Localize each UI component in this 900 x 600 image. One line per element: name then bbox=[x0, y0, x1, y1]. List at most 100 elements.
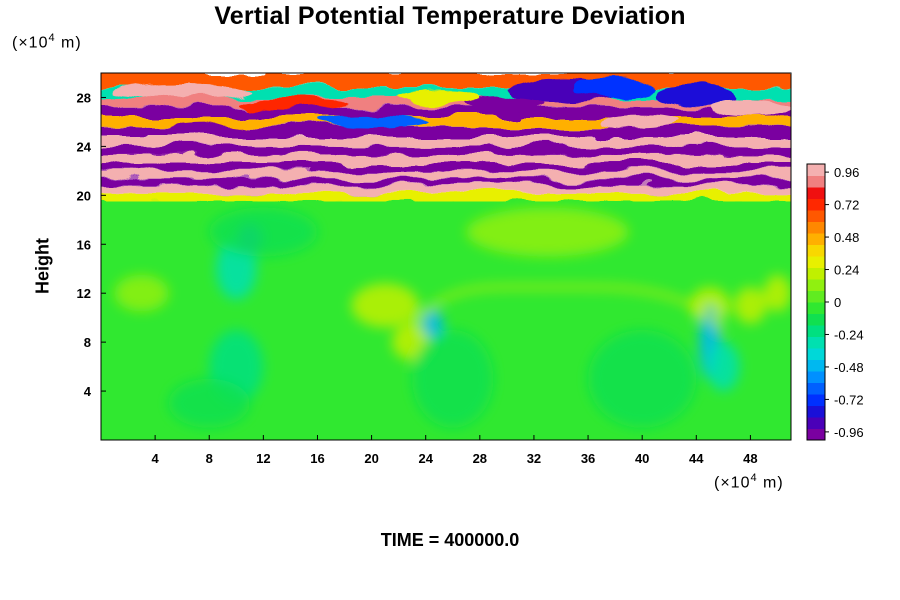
layer-band bbox=[101, 126, 791, 137]
y-tick-label: 20 bbox=[77, 188, 91, 203]
colorbar-swatch bbox=[807, 267, 825, 280]
colorbar-label: -0.72 bbox=[834, 392, 864, 407]
colorbar-swatch bbox=[807, 325, 825, 337]
colorbar-swatch bbox=[807, 164, 825, 176]
layer-patch bbox=[398, 90, 480, 105]
colorbar-swatch bbox=[807, 359, 825, 372]
layer-band bbox=[101, 178, 791, 185]
layer-patch bbox=[317, 115, 426, 129]
colorbar-swatch bbox=[807, 244, 825, 257]
colorbar-label: 0.48 bbox=[834, 230, 859, 245]
colorbar-swatch bbox=[807, 198, 825, 211]
x-tick-label: 32 bbox=[527, 451, 541, 466]
x-tick-label: 8 bbox=[206, 451, 213, 466]
layer-band bbox=[101, 184, 791, 193]
layer-band bbox=[101, 163, 791, 171]
colorbar-swatch bbox=[807, 210, 825, 222]
x-unit-exponent: 4 bbox=[750, 472, 758, 484]
colorbar-label: -0.24 bbox=[834, 327, 864, 342]
y-tick-label: 16 bbox=[77, 237, 91, 252]
y-axis-ticks: 4 8 12 16 20 24 28 bbox=[77, 90, 106, 399]
y-tick-label: 24 bbox=[77, 139, 92, 154]
layer-band bbox=[101, 117, 791, 127]
field-blob bbox=[689, 287, 731, 324]
colorbar-swatch bbox=[807, 313, 825, 326]
field-blob bbox=[168, 378, 250, 428]
x-tick-label: 36 bbox=[581, 451, 595, 466]
x-tick-label: 16 bbox=[310, 451, 324, 466]
field-blob bbox=[412, 329, 494, 428]
plot-frame bbox=[100, 72, 792, 441]
field-blob bbox=[734, 287, 767, 324]
colorbar-swatch bbox=[807, 187, 825, 199]
colorbar: 0.96 0.72 0.48 0.24 0 -0.24 -0.48 -0.72 -0.96 bbox=[806, 163, 864, 441]
field-blob bbox=[763, 274, 791, 312]
y-tick-label: 8 bbox=[84, 335, 91, 350]
y-tick-label: 28 bbox=[77, 90, 91, 105]
y-axis-unit: (×104 m) bbox=[12, 32, 82, 52]
layer-patch bbox=[709, 97, 791, 118]
layer-patch bbox=[114, 84, 250, 99]
y-unit-prefix: (×10 bbox=[12, 34, 49, 52]
layer-patch bbox=[466, 96, 548, 111]
field-blob bbox=[209, 207, 318, 257]
field-blob bbox=[707, 342, 740, 392]
x-tick-label: 20 bbox=[364, 451, 378, 466]
arch-front bbox=[396, 284, 726, 344]
x-tick-label: 28 bbox=[473, 451, 487, 466]
x-tick-label: 48 bbox=[743, 451, 757, 466]
colorbar-swatch bbox=[807, 256, 825, 268]
y-unit-suffix: m) bbox=[55, 34, 82, 52]
colorbar-swatch bbox=[807, 336, 825, 349]
upper-layers bbox=[101, 73, 791, 202]
colorbar-swatch bbox=[807, 302, 825, 314]
layer-patch bbox=[601, 114, 683, 130]
x-tick-label: 40 bbox=[635, 451, 649, 466]
y-tick-label: 12 bbox=[77, 286, 91, 301]
heatmap-field bbox=[101, 73, 791, 440]
colorbar-swatch bbox=[807, 405, 825, 418]
x-tick-label: 44 bbox=[689, 451, 704, 466]
colorbar-swatch bbox=[807, 279, 825, 291]
layer-band bbox=[101, 136, 791, 147]
field-blob bbox=[114, 274, 169, 312]
y-tick-label: 4 bbox=[84, 384, 92, 399]
lower-features bbox=[114, 207, 791, 428]
colorbar-swatch bbox=[807, 175, 825, 188]
layer-patch bbox=[236, 97, 345, 110]
x-axis-unit: (×104 m) bbox=[714, 472, 784, 492]
layer-band bbox=[101, 170, 791, 179]
colorbar-swatch bbox=[807, 417, 825, 429]
colorbar-label: 0.72 bbox=[834, 198, 859, 213]
layer-band bbox=[101, 154, 791, 164]
colorbar-label: -0.96 bbox=[834, 425, 864, 440]
colorbar-swatch bbox=[807, 221, 825, 234]
colorbar-label: 0.24 bbox=[834, 263, 859, 278]
field-blob bbox=[588, 329, 697, 428]
field-blob bbox=[466, 207, 629, 257]
layer-band bbox=[101, 192, 791, 202]
colorbar-label: 0 bbox=[834, 295, 841, 310]
colorbar-label: -0.48 bbox=[834, 360, 864, 375]
layer-patch bbox=[655, 85, 737, 105]
x-axis-ticks: 4 8 12 16 20 24 28 32 36 40 44 48 bbox=[152, 435, 758, 466]
time-label: TIME = 400000.0 bbox=[380, 530, 520, 550]
chart-title: Vertial Potential Temperature Deviation bbox=[214, 2, 686, 30]
colorbar-swatch bbox=[807, 371, 825, 383]
x-tick-label: 4 bbox=[152, 451, 160, 466]
layer-band bbox=[101, 146, 791, 155]
x-unit-suffix: m) bbox=[757, 474, 784, 492]
colorbar-swatch bbox=[807, 382, 825, 395]
x-tick-label: 12 bbox=[256, 451, 270, 466]
x-tick-label: 24 bbox=[418, 451, 433, 466]
colorbar-swatch bbox=[807, 233, 825, 245]
y-unit-exponent: 4 bbox=[48, 32, 56, 44]
colorbar-swatch bbox=[807, 348, 825, 360]
colorbar-swatch bbox=[807, 290, 825, 303]
layer-patch bbox=[574, 79, 656, 97]
layer-patch bbox=[168, 123, 250, 133]
field-blob bbox=[421, 309, 444, 339]
colorbar-swatch bbox=[807, 428, 825, 441]
colorbar-swatch bbox=[807, 394, 825, 406]
